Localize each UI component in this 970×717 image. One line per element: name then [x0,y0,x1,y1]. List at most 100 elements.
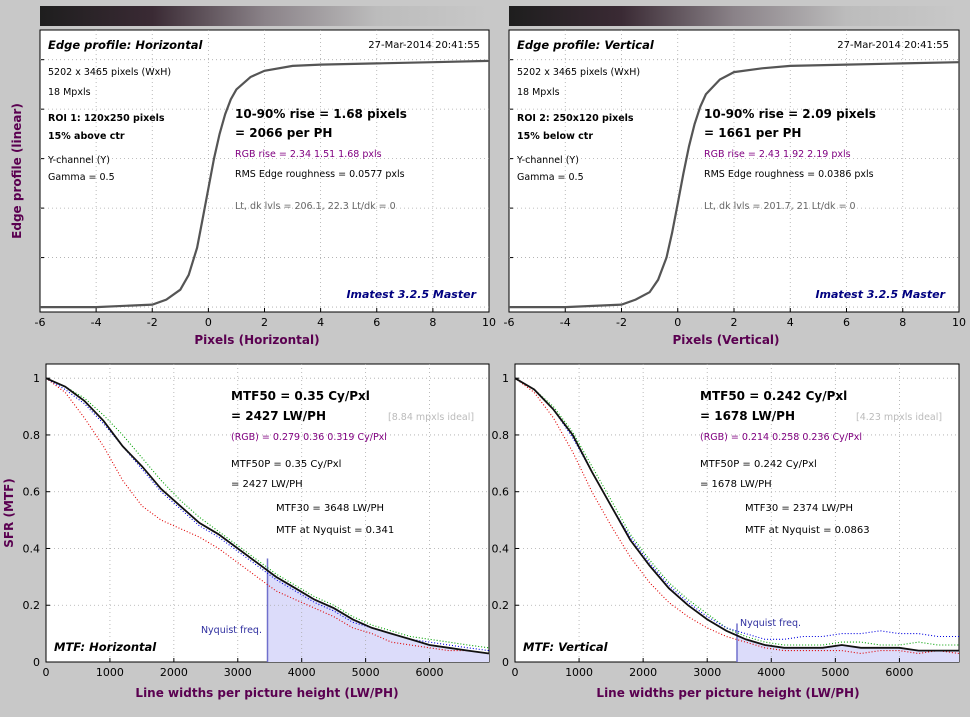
roi-gradient-strip-horizontal [40,6,489,26]
mtf-curves [45,377,490,655]
y-tick-label: 0.8 [492,429,510,442]
mtf50-lwph: = 2427 LW/PH [231,409,326,423]
grid-lines [514,364,959,663]
mtf50: MTF50 = 0.242 Cy/Pxl [700,389,847,403]
x-tick-label: 2000 [629,666,657,679]
rise-pixels: 10-90% rise = 2.09 pixels [704,107,876,121]
gamma: Gamma = 0.5 [517,172,584,183]
mtf50p-lwph: = 1678 LW/PH [700,479,772,490]
x-tick-label: 4 [787,316,794,329]
rise-per-ph: = 2066 per PH [235,126,332,140]
software-version: Imatest 3.2.5 Master [815,288,945,301]
grid-lines [39,30,490,312]
roi-gradient-strip-vertical [509,6,959,26]
edge-roughness: RMS Edge roughness = 0.0386 pxls [704,169,874,180]
roi-location: 15% below ctr [517,131,593,142]
image-size: 5202 x 3465 pixels (WxH) [48,67,171,78]
light-dark-levels: Lt, dk lvls = 201.7, 21 Lt/dk = 0 [704,201,856,212]
mtf50p-lwph: = 2427 LW/PH [231,479,303,490]
x-tick-label: 5000 [352,666,380,679]
timestamp: 27-Mar-2014 20:41:55 [368,40,480,51]
image-size: 5202 x 3465 pixels (WxH) [517,67,640,78]
rgb-rise: RGB rise = 2.34 1.51 1.68 pxls [235,149,382,160]
edge-y-axis-label: Edge profile (linear) [10,103,24,239]
mtf50p: MTF50P = 0.242 Cy/Pxl [700,459,817,470]
y-tick-label: 0.6 [23,486,41,499]
x-tick-label: 4000 [757,666,785,679]
nyquist-area [267,570,489,662]
series-line-r [514,377,960,655]
mtf50: MTF50 = 0.35 Cy/Pxl [231,389,370,403]
mtf-direction-label: MTF: Vertical [523,640,609,654]
x-tick-label: 2000 [160,666,188,679]
x-tick-label: 0 [205,316,212,329]
x-tick-label: 3000 [224,666,252,679]
series-line-y [45,377,490,655]
series-line-edge [509,61,960,309]
grid-lines [508,30,960,312]
rgb-rise: RGB rise = 2.43 1.92 2.19 pxls [704,149,851,160]
y-tick-label: 1 [502,372,509,385]
x-tick-label: -6 [35,316,46,329]
x-tick-label: 6 [843,316,850,329]
channel: Y-channel (Y) [47,155,110,166]
software-version: Imatest 3.2.5 Master [346,288,476,301]
mtf-direction-label: MTF: Horizontal [54,640,157,654]
mtf-curves [514,377,960,655]
series-line-g [45,377,490,649]
mtf50p: MTF50P = 0.35 Cy/Pxl [231,459,341,470]
x-axis-label: Line widths per picture height (LW/PH) [135,686,398,700]
y-tick-label: 0.4 [492,542,510,555]
x-tick-label: 8 [429,316,436,329]
x-tick-label: -2 [616,316,627,329]
x-tick-label: 2 [261,316,268,329]
x-tick-label: 0 [674,316,681,329]
x-tick-label: 6000 [416,666,444,679]
x-tick-label: 4 [317,316,324,329]
x-tick-labels: -6 -4 -2 0 2 4 6 8 10 [504,316,966,329]
edge-roughness: RMS Edge roughness = 0.0577 pxls [235,169,405,180]
light-dark-levels: Lt, dk lvls = 206.1, 22.3 Lt/dk = 0 [235,201,396,212]
nyquist-area [737,635,959,662]
x-tick-label: 6 [373,316,380,329]
x-tick-label: 6000 [885,666,913,679]
x-tick-label: 1000 [96,666,124,679]
mtf-y-axis-label: SFR (MTF) [2,478,16,548]
series-line-edge [40,59,490,309]
mtf50-rgb: (RGB) = 0.279 0.36 0.319 Cy/Pxl [231,432,387,443]
x-tick-label: 5000 [821,666,849,679]
x-tick-labels: -6 -4 -2 0 2 4 6 8 10 [35,316,496,329]
roi-size: ROI 2: 250x120 pixels [517,113,634,124]
ideal-mpxls: [8.84 mpxls ideal] [388,412,474,423]
x-tick-label: 1000 [565,666,593,679]
x-tick-label: -6 [504,316,515,329]
mtf50-lwph: = 1678 LW/PH [700,409,795,423]
x-tick-label: 0 [512,666,519,679]
x-axis-label: Pixels (Horizontal) [194,333,319,347]
x-tick-label: -4 [91,316,102,329]
ideal-mpxls: [4.23 mpxls ideal] [856,412,942,423]
megapixels: 18 Mpxls [517,87,560,98]
series-line-b [514,377,959,640]
y-tick-label: 0 [502,656,509,669]
rise-per-ph: = 1661 per PH [704,126,801,140]
series-line-g [514,377,959,646]
nyquist-label: Nyquist freq. [201,625,262,636]
x-axis-label: Line widths per picture height (LW/PH) [596,686,859,700]
series-line-y [514,377,959,652]
edge-curves [40,59,490,309]
x-tick-label: -2 [147,316,158,329]
y-tick-label: 0.4 [23,542,41,555]
rise-pixels: 10-90% rise = 1.68 pixels [235,107,407,121]
tick-labels: 0 1000 2000 3000 4000 5000 6000 0 0.2 0.4 0.6 0.8 1 [23,372,444,679]
x-tick-label: 10 [952,316,966,329]
mtf-at-nyquist: MTF at Nyquist = 0.341 [276,525,394,536]
mtf30: MTF30 = 2374 LW/PH [745,503,853,514]
panel-title: Edge profile: Vertical [517,38,655,52]
x-tick-label: 10 [482,316,496,329]
y-tick-label: 0.2 [23,599,41,612]
megapixels: 18 Mpxls [48,87,91,98]
y-tick-label: 0.6 [492,486,510,499]
edge-curves [509,61,960,309]
